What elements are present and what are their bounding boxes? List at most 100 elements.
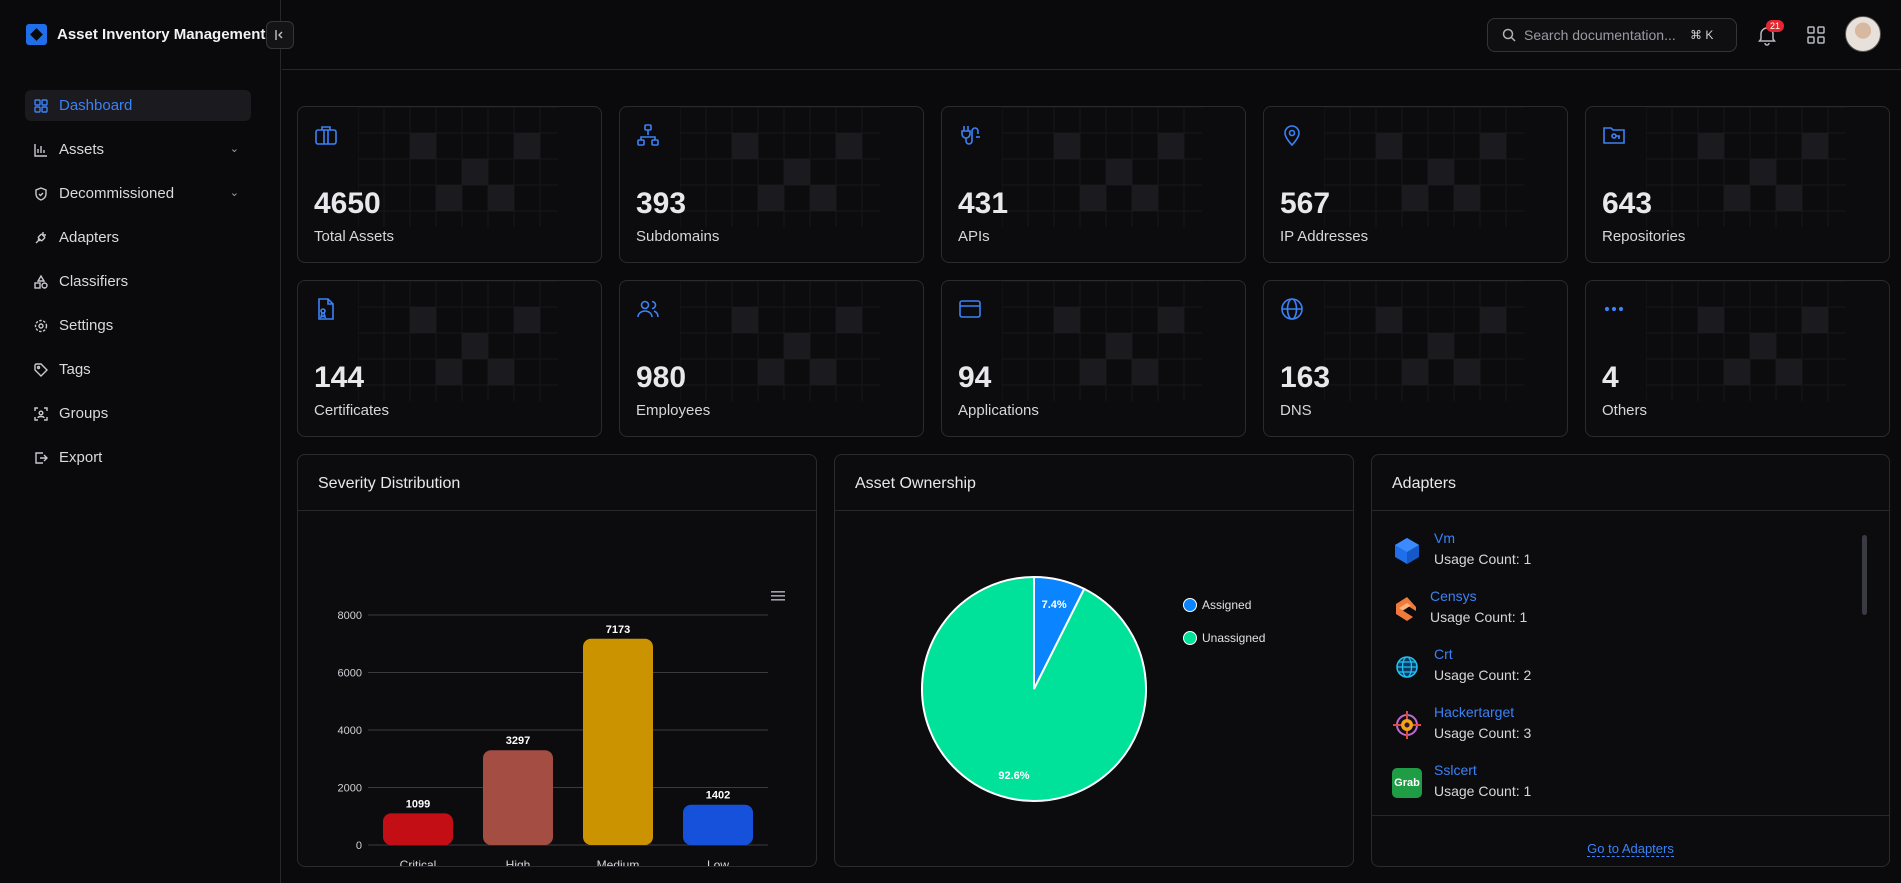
chevron-down-icon[interactable]: ⌄: [229, 187, 239, 199]
card-background-pattern: [1646, 107, 1846, 227]
pie-value-label: 92.6%: [998, 770, 1029, 782]
stat-card[interactable]: 144 Certificates: [297, 280, 602, 437]
sidebar-item-label: Export: [59, 449, 103, 466]
legend-swatch: [1183, 631, 1197, 645]
stat-value: 567: [1280, 187, 1331, 220]
panel-title: Asset Ownership: [835, 455, 1353, 511]
adapter-name[interactable]: Crt: [1434, 646, 1453, 662]
stat-card[interactable]: 643 Repositories: [1585, 106, 1890, 263]
api-plug-icon: [961, 126, 980, 145]
stat-value: 163: [1280, 361, 1331, 394]
sidebar-item-export[interactable]: Export: [25, 442, 251, 473]
bar-high[interactable]: [483, 750, 553, 845]
sidebar-item-tags[interactable]: Tags: [25, 354, 251, 385]
adapter-usage-count: Usage Count: 2: [1434, 667, 1532, 683]
severity-bar-chart: 0 2000 4000 6000 8000 1099 Critical 3297 High 717…: [338, 591, 785, 867]
legend-label[interactable]: Unassigned: [1202, 631, 1265, 645]
stat-label: Total Assets: [314, 228, 395, 245]
sidebar: Asset Inventory Management Dashboard Ass…: [0, 0, 281, 883]
stat-label: Certificates: [314, 402, 390, 419]
stat-card[interactable]: 163 DNS: [1263, 280, 1568, 437]
brand-logo-icon: [26, 24, 47, 45]
sidebar-item-groups[interactable]: Groups: [25, 398, 251, 429]
stat-label: Others: [1602, 402, 1648, 419]
x-tick-label: Low: [707, 858, 729, 867]
stat-card[interactable]: 980 Employees: [619, 280, 924, 437]
shapes-icon: [33, 274, 49, 290]
chart-menu-icon[interactable]: [771, 591, 785, 601]
stat-value: 980: [636, 361, 687, 394]
stat-card[interactable]: 4 Others: [1585, 280, 1890, 437]
stat-value: 643: [1602, 187, 1653, 220]
bar-medium[interactable]: [583, 638, 653, 845]
card-background-pattern: [358, 281, 558, 401]
sidebar-item-dashboard[interactable]: Dashboard: [25, 90, 251, 121]
collapse-sidebar-button[interactable]: [266, 21, 294, 49]
stat-value: 393: [636, 187, 687, 220]
bar-value-label: 1402: [706, 790, 730, 802]
sidebar-item-label: Classifiers: [59, 273, 129, 290]
asset-ownership-panel: Asset Ownership 7.4% 92.6% Assigned Unassig…: [834, 454, 1354, 867]
bar-value-label: 7173: [606, 624, 630, 636]
sidebar-item-adapters[interactable]: Adapters: [25, 222, 251, 253]
adapter-usage-count: Usage Count: 1: [1430, 609, 1528, 625]
ownership-pie-chart: 7.4% 92.6% Assigned Unassigned: [921, 575, 1265, 802]
stat-card[interactable]: 431 APIs: [941, 106, 1246, 263]
assets-icon: [33, 142, 49, 158]
search-input[interactable]: Search documentation...: [1524, 27, 1676, 43]
y-tick-label: 4000: [338, 725, 362, 737]
adapter-usage-count: Usage Count: 1: [1434, 783, 1532, 799]
adapter-name[interactable]: Censys: [1430, 588, 1477, 604]
y-tick-label: 8000: [338, 610, 362, 622]
avatar[interactable]: [1845, 16, 1881, 52]
notification-badge: 21: [1766, 20, 1785, 32]
adapter-name[interactable]: Vm: [1434, 530, 1455, 546]
panel-collapse-icon: [275, 30, 283, 40]
crt-globe-logo: [1396, 656, 1418, 678]
search-box[interactable]: Search documentation... ⌘ K: [1487, 18, 1737, 52]
hackertarget-logo: [1393, 711, 1421, 739]
stat-card[interactable]: 567 IP Addresses: [1263, 106, 1568, 263]
divider: [1372, 815, 1889, 816]
users-icon: [637, 300, 659, 318]
adapter-name[interactable]: Sslcert: [1434, 762, 1477, 778]
stat-value: 4650: [314, 187, 381, 220]
card-background-pattern: [1002, 281, 1202, 401]
sidebar-item-label: Adapters: [59, 229, 120, 246]
x-tick-label: Critical: [400, 858, 437, 867]
pie-slice-unassigned[interactable]: [921, 575, 1147, 802]
pie-value-label: 7.4%: [1042, 599, 1067, 611]
sidebar-item-label: Settings: [59, 317, 114, 334]
legend-label[interactable]: Assigned: [1202, 598, 1251, 612]
bar-low[interactable]: [683, 804, 753, 845]
card-background-pattern: [680, 281, 880, 401]
sidebar-item-decommissioned[interactable]: Decommissioned ⌄: [25, 178, 251, 209]
export-icon: [33, 450, 49, 466]
sidebar-item-label: Groups: [59, 405, 109, 422]
apps-grid-icon[interactable]: [1806, 25, 1826, 45]
sidebar-item-assets[interactable]: Assets ⌄: [25, 134, 251, 165]
go-to-adapters-link[interactable]: Go to Adapters: [1372, 841, 1889, 857]
go-to-adapters-label[interactable]: Go to Adapters: [1587, 841, 1674, 857]
chevron-down-icon[interactable]: ⌄: [229, 143, 239, 155]
group-icon: [33, 406, 49, 422]
y-tick-label: 6000: [338, 668, 362, 680]
panel-title: Adapters: [1372, 455, 1889, 511]
stat-label: Employees: [636, 402, 711, 419]
stat-value: 94: [958, 361, 992, 394]
stat-card[interactable]: 94 Applications: [941, 280, 1246, 437]
stat-label: DNS: [1280, 402, 1312, 419]
adapter-name[interactable]: Hackertarget: [1434, 704, 1515, 720]
stat-card[interactable]: 4650 Total Assets: [297, 106, 602, 263]
stat-value: 144: [314, 361, 365, 394]
card-background-pattern: [358, 107, 558, 227]
brand[interactable]: Asset Inventory Management: [26, 24, 265, 45]
adapters-scrollbar[interactable]: [1862, 535, 1867, 615]
stat-label: APIs: [958, 228, 990, 245]
globe-icon: [1281, 298, 1303, 320]
sidebar-item-settings[interactable]: Settings: [25, 310, 251, 341]
card-background-pattern: [680, 107, 880, 227]
bar-critical[interactable]: [383, 813, 453, 845]
sidebar-item-classifiers[interactable]: Classifiers: [25, 266, 251, 297]
stat-card[interactable]: 393 Subdomains: [619, 106, 924, 263]
